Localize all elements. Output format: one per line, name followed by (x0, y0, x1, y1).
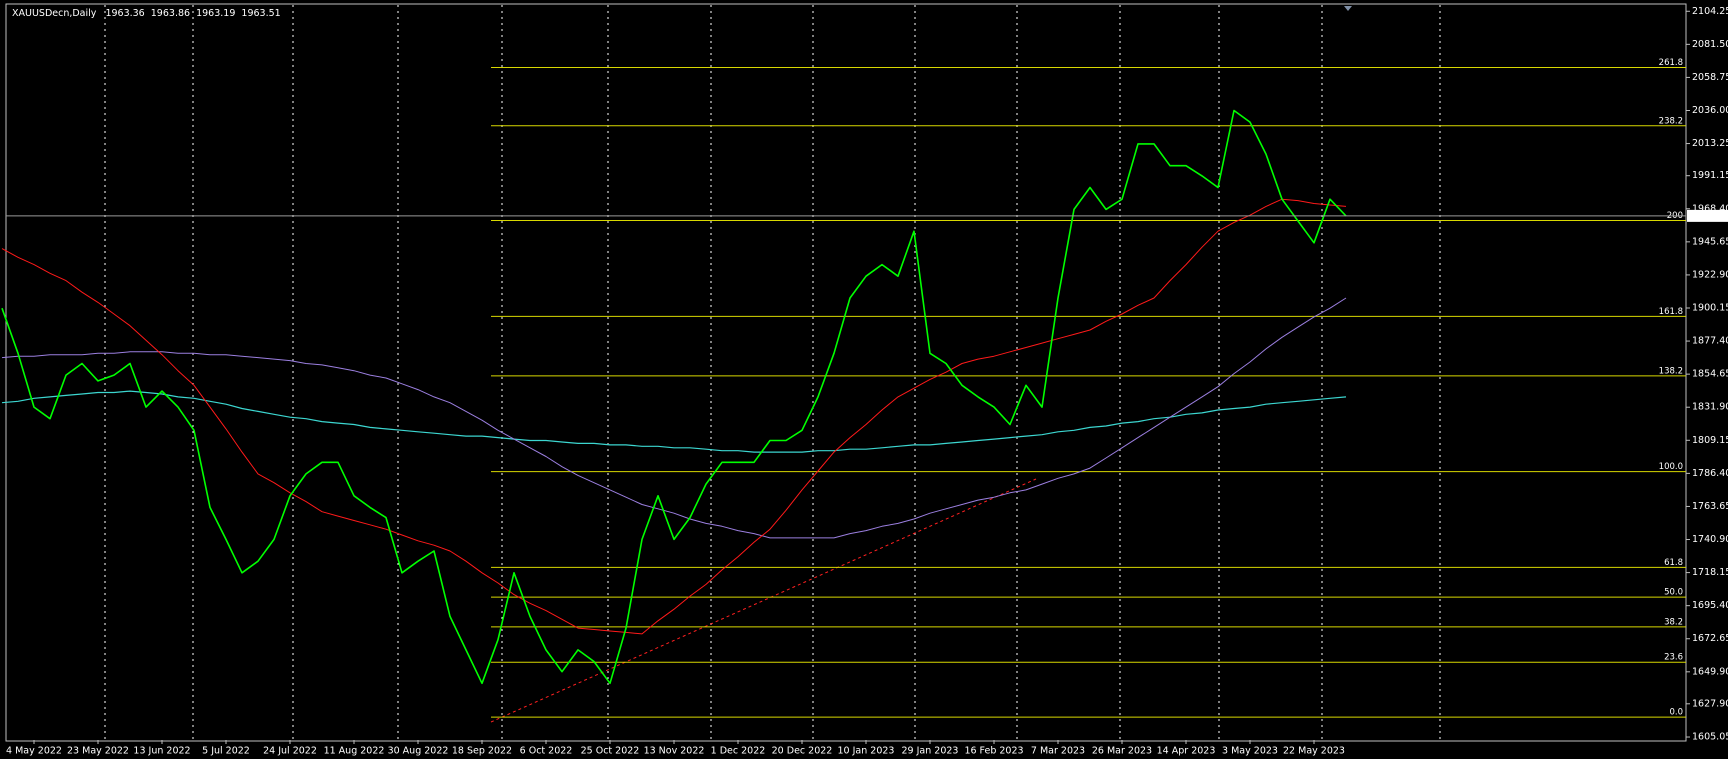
fibo-label: 50.0 (1664, 588, 1683, 598)
y-tick-label: 1672.65 (1692, 633, 1728, 644)
x-tick-label: 7 Mar 2023 (1031, 746, 1085, 757)
vertical-grid (104, 5, 1441, 740)
x-tick-label: 29 Jan 2023 (902, 746, 959, 757)
y-tick-label: 1809.15 (1692, 435, 1728, 446)
chart-header: XAUUSDecn,Daily 1963.36 1963.86 1963.19 … (12, 8, 281, 19)
fibo-label: 261.8 (1659, 58, 1683, 68)
open: 1963.36 (105, 8, 144, 19)
y-tick-label: 1854.65 (1692, 369, 1728, 380)
y-tick-label: 1968.40 (1692, 203, 1728, 214)
x-tick-label: 13 Jun 2022 (133, 746, 190, 757)
shift-marker (1344, 6, 1352, 11)
fibo-label: 38.2 (1664, 617, 1683, 627)
x-tick-label: 30 Aug 2022 (388, 746, 449, 757)
close: 1963.51 (241, 8, 280, 19)
fibo-label: 238.2 (1659, 116, 1683, 126)
x-tick-label: 4 May 2022 (6, 746, 62, 757)
y-tick-label: 1649.90 (1692, 666, 1728, 677)
x-tick-label: 16 Feb 2023 (964, 746, 1023, 757)
plot-frame (5, 3, 1687, 742)
x-tick-label: 3 May 2023 (1222, 746, 1278, 757)
y-tick-label: 2081.50 (1692, 39, 1728, 50)
y-tick-label: 2036.00 (1692, 105, 1728, 116)
x-tick-label: 6 Oct 2022 (520, 746, 573, 757)
y-tick-label: 2104.25 (1692, 6, 1728, 17)
x-tick-label: 20 Dec 2022 (772, 746, 833, 757)
y-tick-label: 1627.90 (1692, 698, 1728, 709)
series-line (1, 390, 1347, 453)
fibo-label: 100.0 (1659, 462, 1683, 472)
x-tick-label: 23 May 2022 (67, 746, 129, 757)
x-tick-label: 18 Sep 2022 (452, 746, 512, 757)
fibo-label: 161.8 (1659, 307, 1683, 317)
y-tick-label: 2058.75 (1692, 72, 1728, 83)
x-tick-label: 11 Aug 2022 (324, 746, 385, 757)
y-tick-label: 1718.15 (1692, 567, 1728, 578)
low: 1963.19 (196, 8, 235, 19)
y-tick-label: 1695.40 (1692, 600, 1728, 611)
y-tick-label: 1786.40 (1692, 468, 1728, 479)
x-tick-label: 14 Apr 2023 (1157, 746, 1216, 757)
x-tick-label: 5 Jul 2022 (202, 746, 250, 757)
high: 1963.86 (151, 8, 190, 19)
series-line (1, 297, 1347, 539)
x-tick-label: 24 Jul 2022 (263, 746, 317, 757)
y-tick-label: 1877.40 (1692, 336, 1728, 347)
x-tick-label: 26 Mar 2023 (1092, 746, 1152, 757)
x-tick-label: 10 Jan 2023 (838, 746, 895, 757)
x-tick-label: 13 Nov 2022 (644, 746, 705, 757)
y-tick-label: 1945.65 (1692, 236, 1728, 247)
fibo-label: 61.8 (1664, 558, 1683, 568)
current-price-box (1687, 209, 1728, 222)
y-tick-label: 1831.90 (1692, 402, 1728, 413)
fibo-label: 0.0 (1669, 708, 1683, 718)
y-tick-label: 1740.90 (1692, 534, 1728, 545)
x-tick-label: 25 Oct 2022 (581, 746, 640, 757)
current-price-label: 1963.51 (1690, 210, 1728, 221)
fibo-label: 23.6 (1664, 653, 1683, 663)
y-tick-label: 2013.25 (1692, 138, 1728, 149)
series-line (1, 109, 1347, 685)
y-tick-label: 1991.15 (1692, 170, 1728, 181)
series-line (1, 198, 1347, 635)
fibo-label: 138.2 (1659, 366, 1683, 376)
y-tick-label: 1922.90 (1692, 269, 1728, 280)
y-tick-label: 1605.05 (1692, 732, 1728, 743)
x-tick-label: 22 May 2023 (1283, 746, 1345, 757)
y-tick-label: 1763.65 (1692, 501, 1728, 512)
symbol: XAUUSDecn,Daily (12, 8, 97, 19)
x-tick-label: 1 Dec 2022 (711, 746, 766, 757)
y-tick-label: 1900.15 (1692, 302, 1728, 313)
